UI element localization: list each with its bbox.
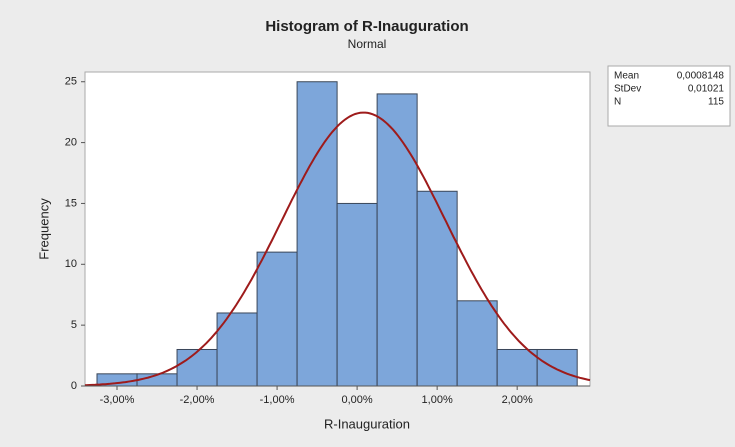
chart-title: Histogram of R-Inauguration [265, 18, 468, 35]
x-axis-label: R-Inauguration [324, 416, 410, 431]
y-tick-label: 15 [65, 197, 77, 209]
normal-curve [84, 111, 591, 387]
x-tick-label: 2,00% [502, 394, 533, 406]
stats-label: Mean [614, 71, 639, 82]
y-tick-label: 20 [65, 136, 77, 148]
y-tick-label: 5 [71, 319, 77, 331]
y-tick-label: 0 [71, 380, 77, 392]
y-axis-label: Frequency [36, 198, 51, 260]
stats-label: StDev [614, 84, 641, 95]
stats-box [607, 65, 731, 127]
bar [376, 93, 418, 387]
x-tick-label: 0,00% [342, 394, 373, 406]
bar [256, 251, 298, 387]
bar [336, 202, 378, 387]
bar [216, 312, 258, 387]
bar [296, 81, 338, 387]
bar [456, 300, 498, 387]
stats-value: 0,0008148 [677, 71, 725, 82]
stats-value: 115 [708, 97, 724, 108]
bar [496, 348, 538, 387]
stats-value: 0,01021 [688, 84, 725, 95]
bar [176, 348, 218, 387]
x-tick-label: -3,00% [100, 394, 135, 406]
x-tick-label: -1,00% [260, 394, 295, 406]
y-tick-label: 25 [65, 76, 77, 88]
bar [416, 190, 458, 387]
chart-subtitle: Normal [348, 37, 387, 51]
bar [536, 348, 578, 387]
x-tick-label: -2,00% [180, 394, 215, 406]
y-tick-label: 10 [65, 258, 77, 270]
x-tick-label: 1,00% [422, 394, 453, 406]
stats-label: N [614, 97, 621, 108]
